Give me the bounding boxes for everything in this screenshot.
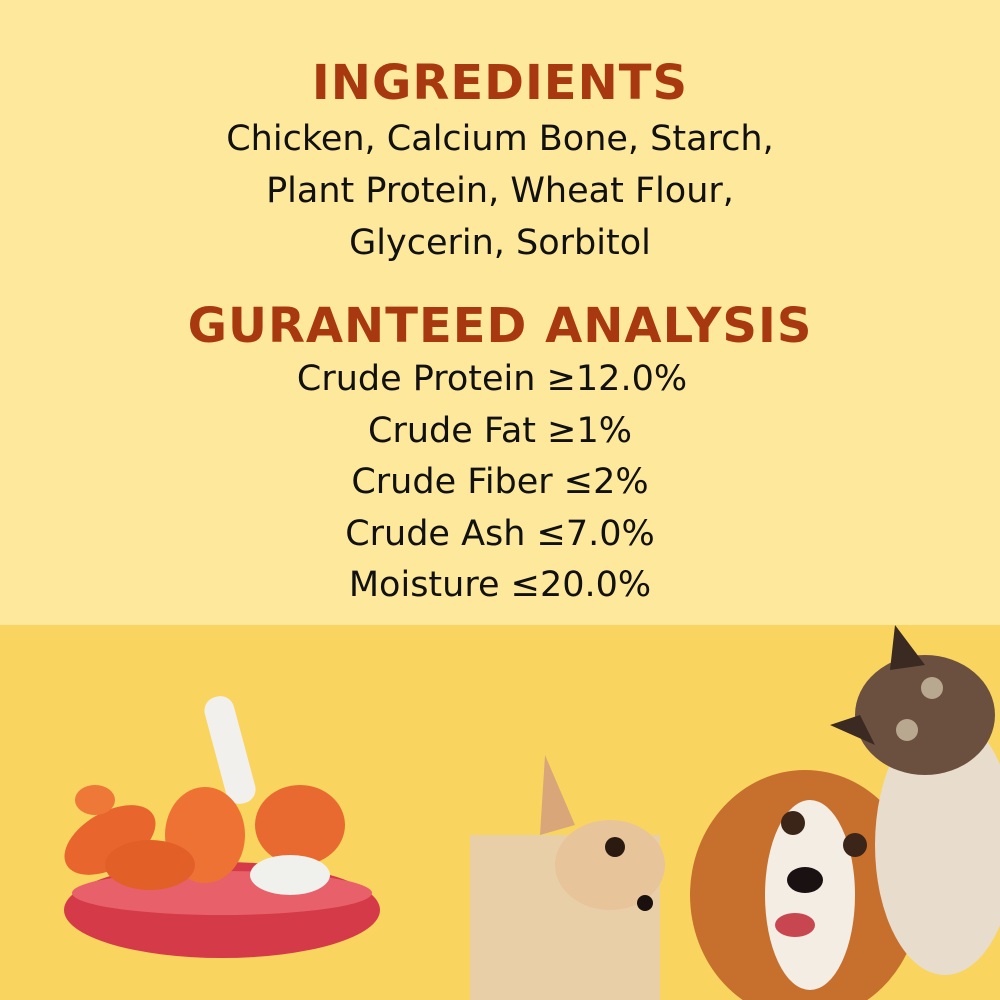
spaniel-image	[690, 770, 920, 1000]
siamese-cat-image	[830, 625, 1000, 975]
ingredients-line: Chicken, Calcium Bone, Starch,	[226, 119, 774, 159]
analysis-list: Crude Protein ≥12.0% Crude Fat ≥1% Crude…	[0, 354, 1000, 612]
ingredients-line: Glycerin, Sorbitol	[349, 223, 651, 263]
analysis-line: Crude Fat ≥1%	[368, 410, 632, 451]
pets-and-treats-illustration	[64, 625, 1000, 1000]
analysis-line: Crude Protein ≥12.0%	[296, 359, 688, 399]
ingredients-list: Chicken, Calcium Bone, Starch, Plant Pro…	[0, 113, 1000, 269]
analysis-line: Crude Fiber ≤2%	[351, 462, 649, 502]
analysis-line: Moisture ≤20.0%	[348, 565, 652, 605]
info-panel: INGREDIENTS Chicken, Calcium Bone, Starc…	[0, 0, 1000, 625]
photo-area	[0, 625, 1000, 1000]
chihuahua-image	[470, 755, 665, 1000]
analysis-heading: GURANTEED ANALYSIS	[187, 298, 813, 354]
ingredients-line: Plant Protein, Wheat Flour,	[266, 171, 734, 211]
ingredients-heading: INGREDIENTS	[311, 55, 689, 111]
analysis-line: Crude Ash ≤7.0%	[345, 513, 655, 554]
treats-bowl-image	[64, 696, 380, 958]
